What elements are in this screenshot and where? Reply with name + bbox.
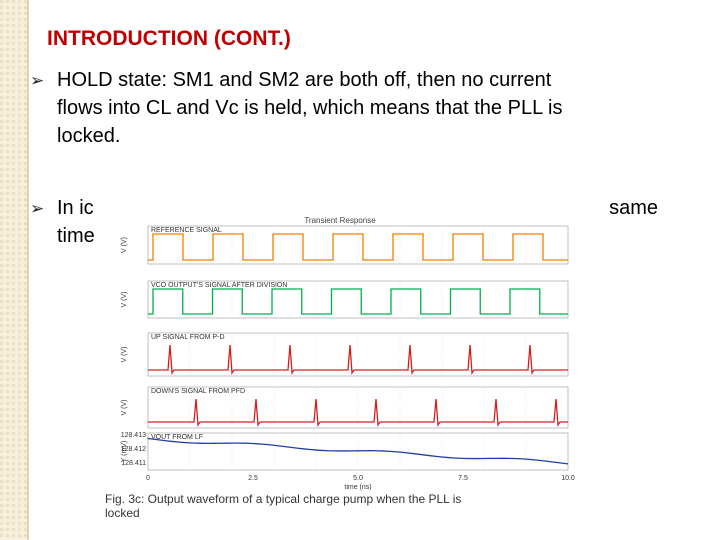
x-label: time (ns) (344, 484, 371, 491)
x-tick-label: 5.0 (353, 475, 363, 482)
bullet-line: HOLD state: SM1 and SM2 are both off, th… (57, 69, 552, 91)
panel-title: VCO OUTPUT'S SIGNAL AFTER DIVISION (151, 282, 287, 289)
panel-title: DOWN'S SIGNAL FROM PFD (151, 388, 245, 395)
y-tick-label: 128.412 (121, 446, 146, 453)
waveform (148, 398, 568, 427)
waveform (148, 288, 568, 315)
y-label: V (V) (121, 347, 128, 363)
bullet-arrow: ➢ (30, 71, 44, 90)
waveform (148, 344, 568, 375)
panel-title: UP SIGNAL FROM P-D (151, 334, 225, 341)
x-tick-label: 10.0 (561, 475, 575, 482)
y-label: Y (mV) (121, 441, 128, 463)
bullet-line: flows into CL and Vc is held, which mean… (57, 97, 562, 119)
bullet-arrow: ➢ (30, 199, 44, 218)
panel-title: REFERENCE SIGNAL (151, 227, 222, 234)
y-label: V (V) (121, 237, 128, 253)
caption: Fig. 3c: Output waveform of a typical ch… (105, 492, 461, 506)
figure-title: Transient Response (304, 216, 376, 225)
y-label: V (V) (121, 400, 128, 416)
waveform (147, 437, 569, 465)
x-tick-label: 0 (146, 475, 150, 482)
bullet-fragment: same (609, 197, 658, 219)
waveform (148, 233, 568, 261)
bullet-fragment: time (57, 225, 95, 247)
bullet-fragment: In ic (57, 197, 94, 219)
bullet-line: locked. (57, 125, 120, 147)
figure-plot: Transient Response REFERENCE SIGNAL V (V) V… (121, 216, 575, 491)
y-tick-label: 128.411 (121, 460, 146, 467)
slide-title: INTRODUCTION (CONT.) (47, 27, 291, 50)
side-stripe (0, 0, 28, 540)
y-label: V (V) (121, 292, 128, 308)
x-tick-label: 7.5 (458, 475, 468, 482)
caption: locked (105, 506, 140, 520)
panel-title: VOUT FROM LF (151, 434, 203, 441)
x-tick-label: 2.5 (248, 475, 258, 482)
y-tick-label: 128.413 (121, 432, 146, 439)
